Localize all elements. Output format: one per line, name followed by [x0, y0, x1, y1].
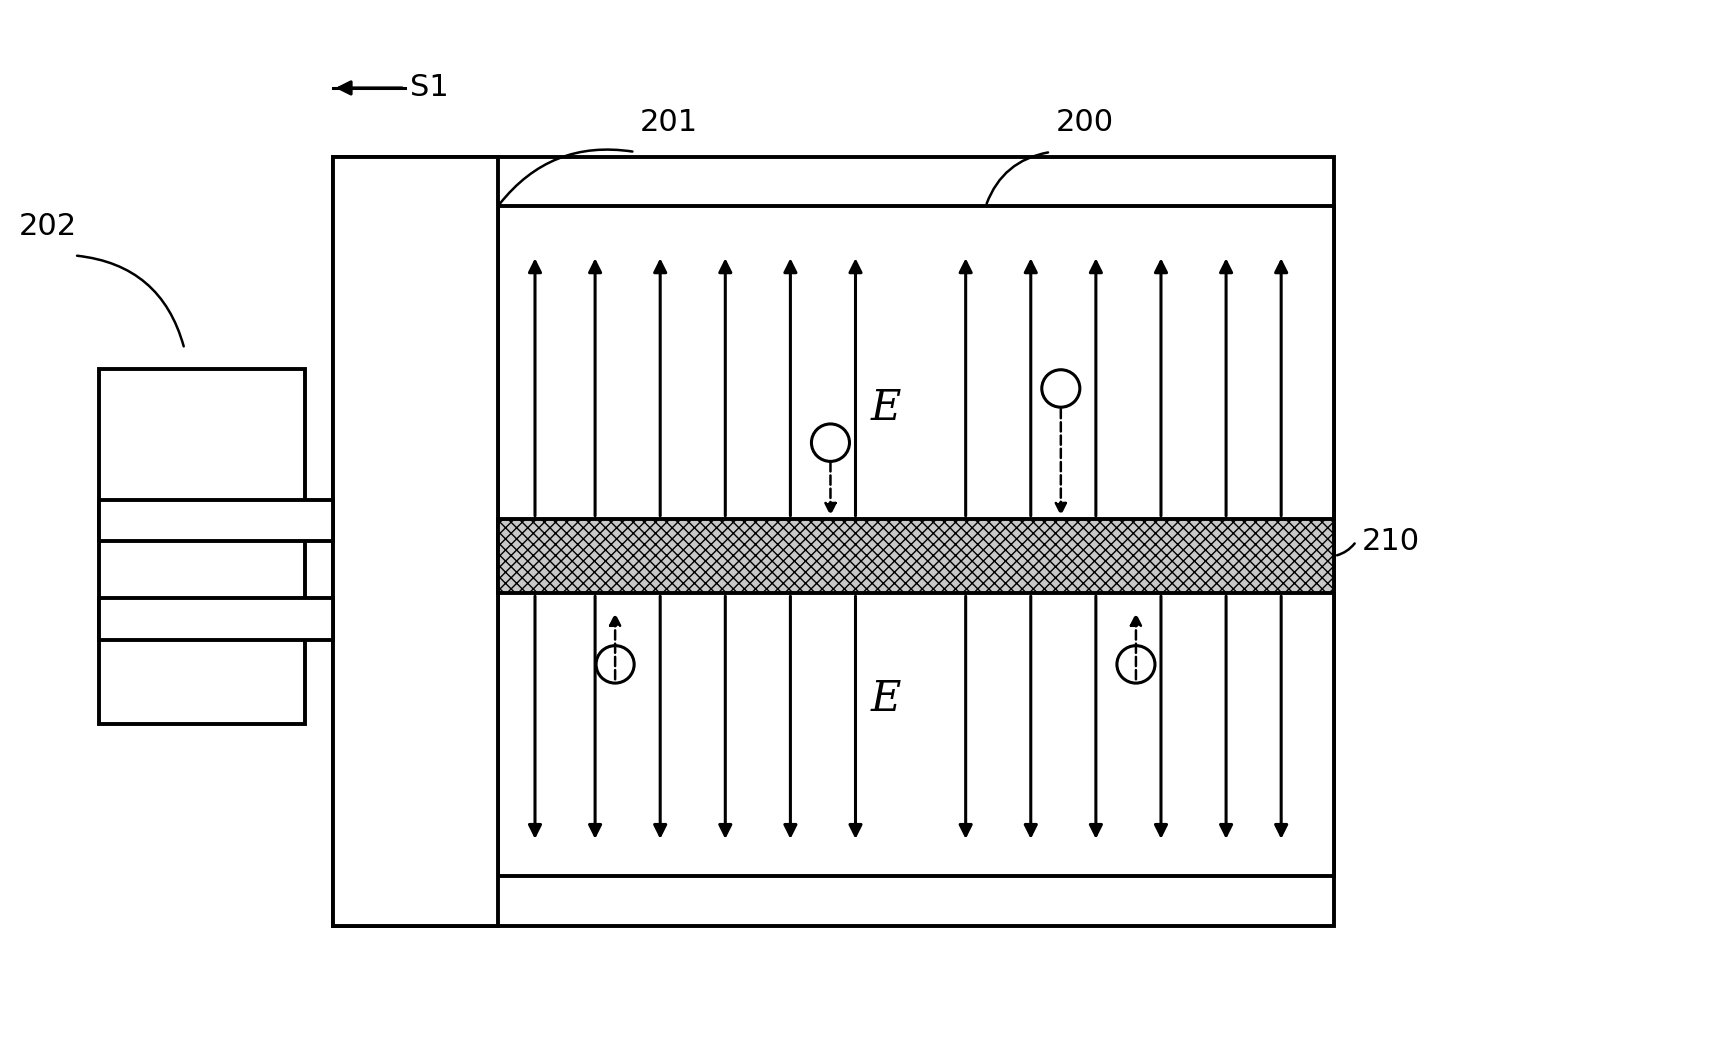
Text: 202: 202: [19, 212, 77, 241]
Text: E: E: [871, 678, 900, 720]
Bar: [99, 369, 305, 724]
Bar: [332, 156, 498, 925]
FancyArrowPatch shape: [500, 149, 633, 204]
Bar: [498, 518, 1335, 593]
FancyArrowPatch shape: [1336, 543, 1355, 555]
Text: 200: 200: [1056, 108, 1114, 138]
FancyArrowPatch shape: [77, 256, 183, 346]
Text: S1: S1: [411, 73, 448, 102]
Bar: [498, 207, 1335, 876]
Bar: [99, 599, 332, 639]
Text: 201: 201: [640, 108, 698, 138]
Text: E: E: [871, 387, 900, 429]
Bar: [99, 500, 332, 541]
Text: 210: 210: [1362, 527, 1420, 556]
FancyArrowPatch shape: [987, 152, 1049, 203]
Bar: [332, 156, 1335, 925]
